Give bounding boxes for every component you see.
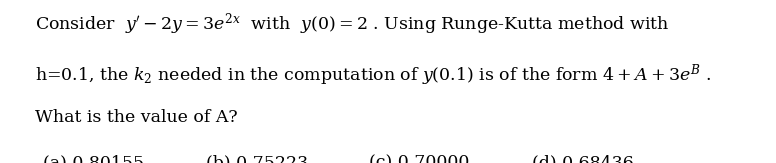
Text: (d) 0.68436: (d) 0.68436 xyxy=(532,155,633,163)
Text: (c) 0.70000: (c) 0.70000 xyxy=(369,155,469,163)
Text: (a) 0.80155: (a) 0.80155 xyxy=(43,155,144,163)
Text: h=0.1, the $k_2$ needed in the computation of $y(0.1)$ is of the form $4 + A + 3: h=0.1, the $k_2$ needed in the computati… xyxy=(35,62,711,88)
Text: What is the value of A?: What is the value of A? xyxy=(35,109,237,126)
Text: Consider  $y' - 2y = 3e^{2x}$  with  $y(0) = 2$ . Using Runge-Kutta method with: Consider $y' - 2y = 3e^{2x}$ with $y(0) … xyxy=(35,11,670,37)
Text: (b) 0.75223: (b) 0.75223 xyxy=(206,155,308,163)
